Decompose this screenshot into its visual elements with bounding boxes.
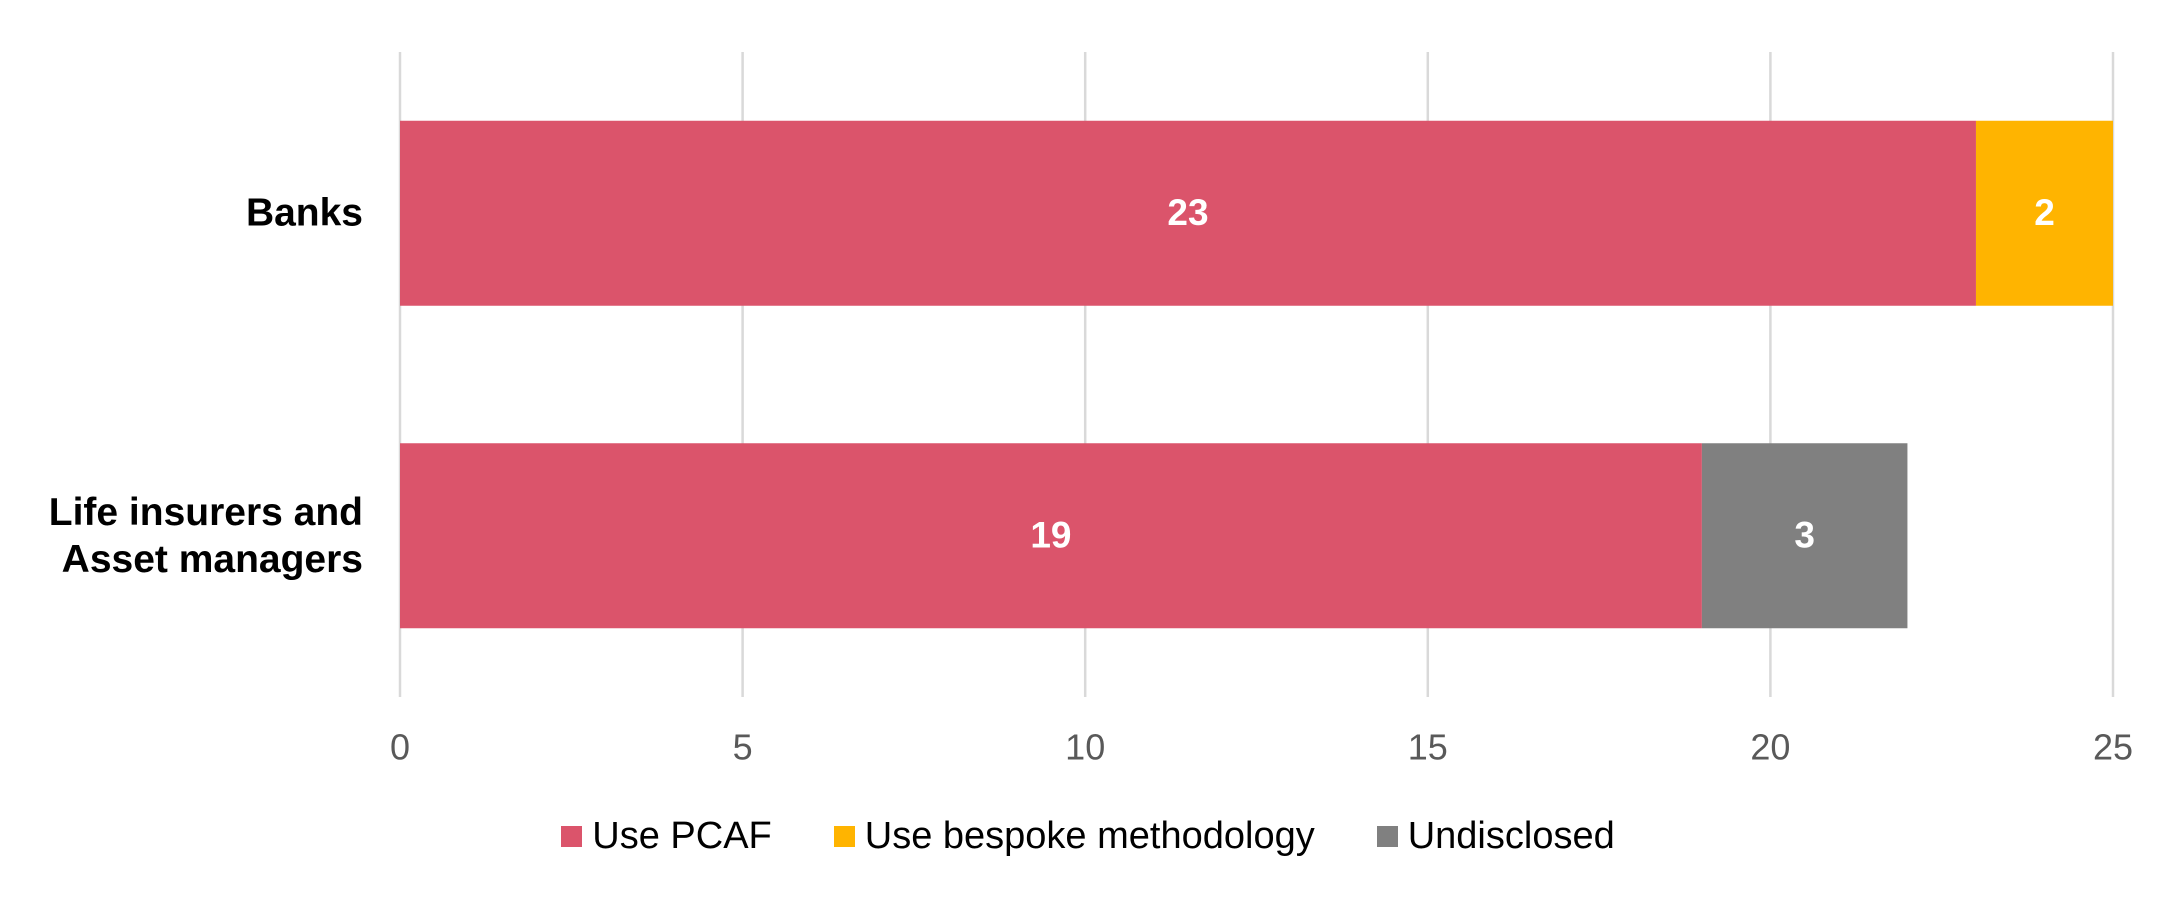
- legend-item: Use PCAF: [561, 815, 772, 858]
- data-label: 2: [2034, 192, 2055, 233]
- data-label: 23: [1167, 192, 1208, 233]
- bar: [400, 443, 1702, 629]
- x-tick-label: 0: [390, 727, 410, 768]
- legend: Use PCAF Use bespoke methodology Undisclos…: [0, 815, 2176, 858]
- legend-swatch: [833, 826, 855, 847]
- bar: [400, 120, 1976, 306]
- bar: [1975, 120, 2113, 306]
- category-label: Life insurers and Asset managers: [48, 490, 363, 581]
- data-label: 19: [1030, 515, 1071, 556]
- legend-item: Use bespoke methodology: [833, 815, 1315, 858]
- legend-label: Undisclosed: [1407, 815, 1615, 857]
- x-tick-label: 10: [1065, 727, 1105, 768]
- legend-label: Use bespoke methodology: [864, 815, 1315, 857]
- bar: [1701, 443, 1908, 629]
- data-label: 3: [1794, 515, 1815, 556]
- x-tick-label: 15: [1408, 727, 1448, 768]
- x-tick-label: 25: [2093, 727, 2133, 768]
- x-tick-label: 20: [1750, 727, 1790, 768]
- legend-swatch: [561, 826, 583, 847]
- legend-swatch: [1376, 826, 1398, 847]
- category-label: Banks: [245, 191, 363, 235]
- legend-label: Use PCAF: [592, 815, 772, 857]
- legend-item: Undisclosed: [1376, 815, 1615, 858]
- x-tick-label: 5: [733, 727, 753, 768]
